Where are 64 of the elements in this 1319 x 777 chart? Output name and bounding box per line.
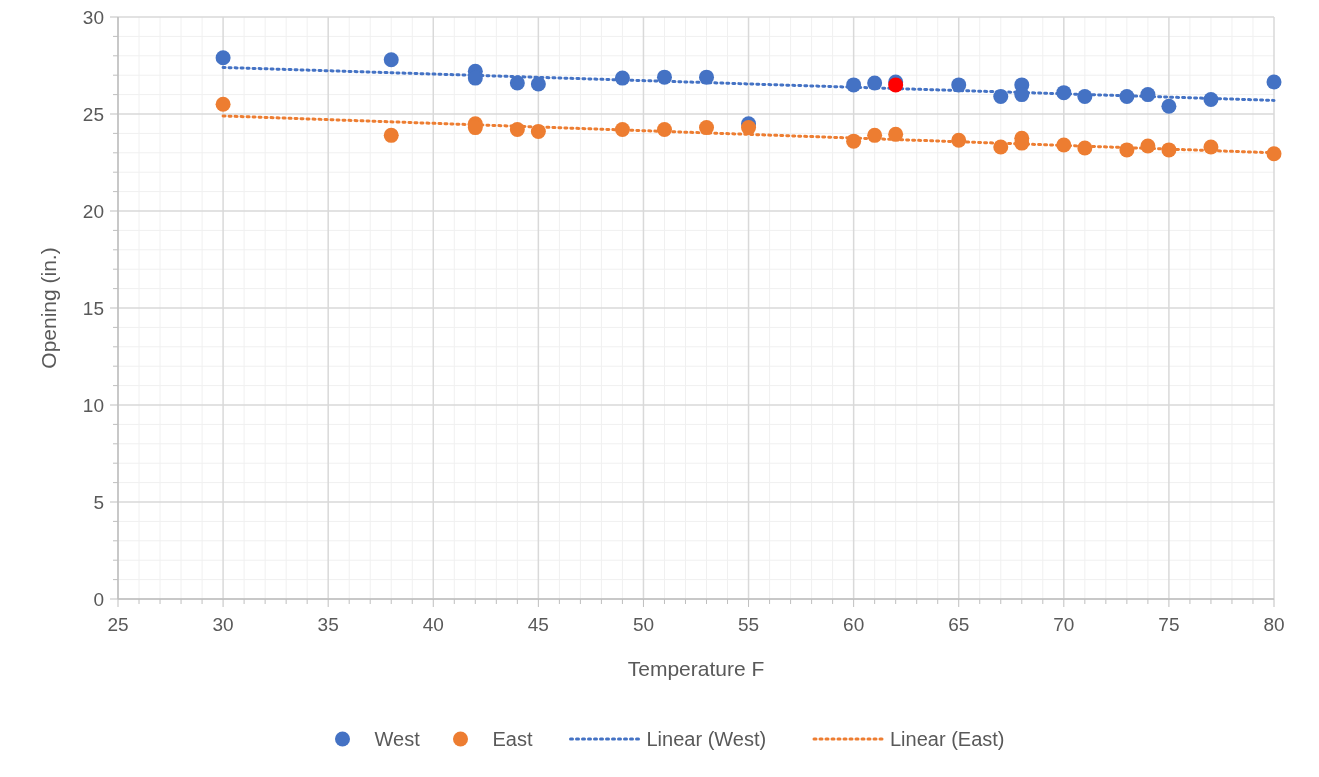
y-tick-label: 15 (82, 298, 104, 319)
x-axis-title: Temperature F (627, 657, 765, 680)
x-tick-label: 70 (1053, 614, 1075, 635)
y-tick-label: 0 (93, 589, 104, 610)
point (530, 76, 546, 92)
point (1077, 89, 1093, 105)
x-tick-label: 45 (527, 614, 549, 635)
point (993, 89, 1009, 105)
legend-label: Linear (East) (890, 728, 1005, 750)
point (1266, 74, 1282, 90)
point (530, 123, 546, 139)
legend-label: Linear (West) (646, 728, 767, 750)
point (1014, 87, 1030, 103)
point (509, 122, 525, 138)
y-tick-label: 30 (82, 7, 104, 28)
point (614, 122, 630, 138)
point (993, 139, 1009, 155)
y-tick-label: 25 (82, 104, 104, 125)
x-tick-label: 75 (1158, 614, 1180, 635)
x-tick-label: 35 (317, 614, 339, 635)
y-tick-label: 10 (82, 395, 104, 416)
point (383, 127, 399, 143)
point (509, 75, 525, 91)
point (888, 126, 904, 142)
point (656, 69, 672, 85)
x-tick-label: 25 (107, 614, 129, 635)
point (951, 77, 967, 93)
point (699, 120, 715, 136)
point (951, 132, 967, 148)
x-tick-label: 80 (1263, 614, 1285, 635)
x-tick-label: 65 (948, 614, 970, 635)
point (846, 133, 862, 149)
point (1266, 146, 1282, 162)
point (846, 77, 862, 93)
point (656, 122, 672, 138)
legend-label: East (492, 728, 533, 750)
point (1119, 89, 1135, 105)
x-tick-label: 40 (422, 614, 444, 635)
legend-label: West (374, 728, 421, 750)
point (1203, 139, 1219, 155)
x-tick-label: 60 (843, 614, 865, 635)
x-tick-label: 50 (632, 614, 655, 635)
point (1056, 137, 1072, 153)
point (1161, 98, 1177, 114)
y-tick-label: 20 (82, 201, 104, 222)
point (1056, 85, 1072, 101)
point (215, 50, 231, 66)
point (1119, 142, 1135, 158)
point (1140, 138, 1156, 154)
point (1161, 142, 1177, 158)
point (215, 96, 231, 112)
x-tick-label: 30 (212, 614, 234, 635)
point (383, 52, 399, 68)
y-tick-label: 5 (93, 492, 104, 513)
y-axis-title: Opening (in.) (37, 247, 60, 369)
point (867, 75, 883, 91)
point (699, 69, 715, 85)
x-tick-label: 55 (737, 614, 760, 635)
point (741, 120, 757, 136)
point (1140, 87, 1156, 103)
point (1077, 140, 1093, 156)
point (1203, 91, 1219, 107)
point (867, 127, 883, 143)
point (614, 70, 630, 86)
